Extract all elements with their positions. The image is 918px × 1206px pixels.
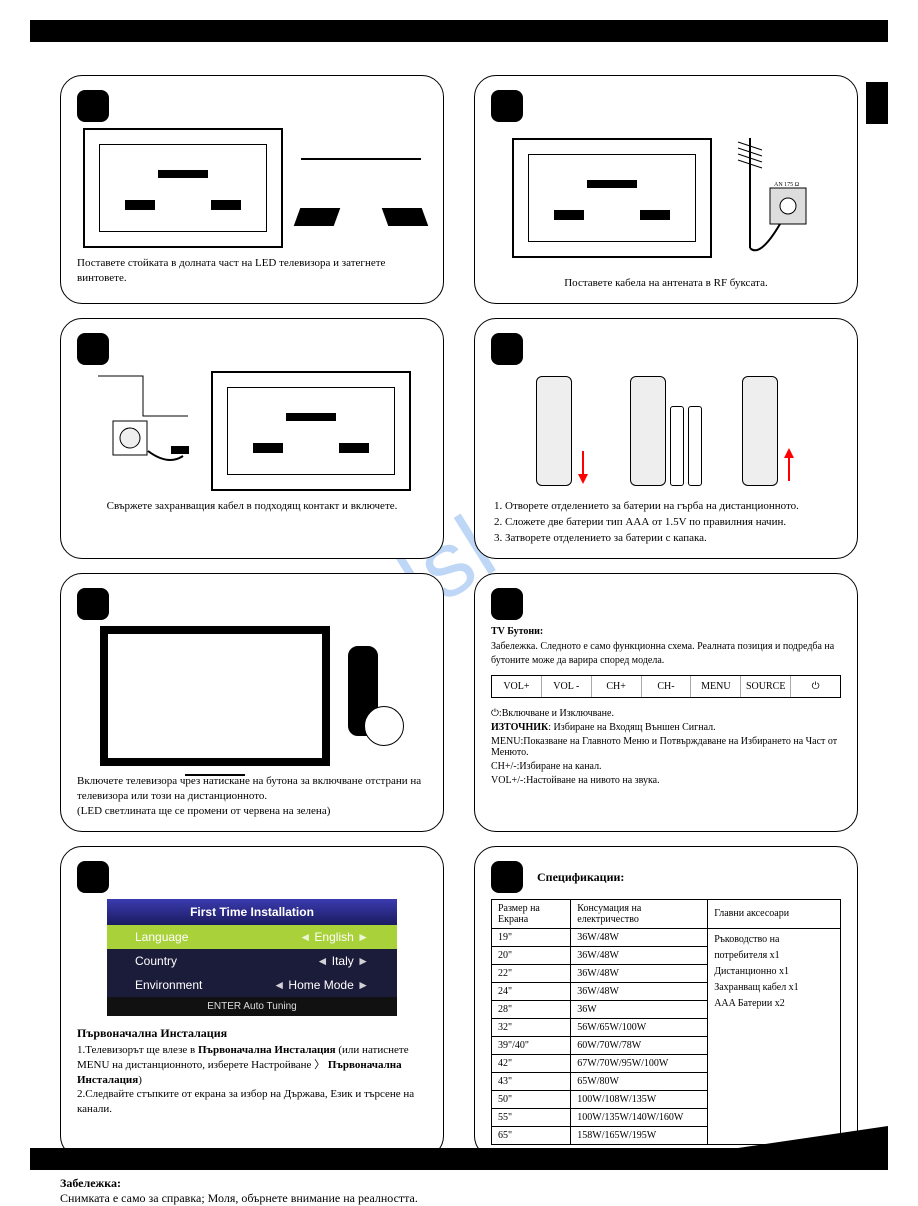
tv-back-icon — [211, 371, 411, 491]
btn-power: ⏻ — [791, 676, 840, 697]
header-tab — [866, 82, 888, 124]
step-badge — [77, 90, 109, 122]
step2: 2.Следвайте стъпките от екрана за избор … — [77, 1087, 427, 1117]
osd-label: Country — [135, 954, 177, 968]
col-acc: Главни аксесоари — [708, 899, 841, 928]
legend-power: ⏻:Включване и Изключване. — [491, 708, 841, 719]
legend-ch: CH+/-:Избиране на канал. — [491, 761, 841, 772]
panel-stand: Поставете стойката в долната част на LED… — [60, 75, 444, 304]
step-badge — [491, 333, 523, 365]
hand-icon — [364, 706, 404, 746]
caption: Поставете стойката в долната част на LED… — [77, 256, 427, 286]
panel-grid: Поставете стойката в долната част на LED… — [60, 75, 858, 1158]
osd-screenshot: First Time Installation Language ◄ Engli… — [107, 899, 397, 1016]
osd-label: Environment — [135, 978, 202, 992]
step-badge — [77, 333, 109, 365]
panel-power: Свържете захранващия кабел в подходящ ко… — [60, 318, 444, 560]
illustration-stand — [77, 128, 427, 248]
spec-title: Спецификации: — [537, 870, 624, 885]
col-size: Размер на Екрана — [492, 899, 571, 928]
step-badge — [491, 861, 523, 893]
panel-tvbuttons: TV Бутони: Забележка. Следното е само фу… — [474, 573, 858, 832]
antenna-label: AN 175 Ω — [774, 182, 800, 188]
antenna-icon: AN 175 Ω — [730, 128, 820, 268]
page-content: Поставете стойката в долната част на LED… — [60, 75, 858, 1108]
caption-line1: Включете телевизора чрез натискане на бу… — [77, 774, 427, 804]
footer-note: Забележка: Снимката е само за справка; М… — [60, 1176, 858, 1206]
legend-source: ИЗТОЧНИКИЗТОЧНИК: Избиране на Входящ Вън… — [491, 722, 841, 733]
tv-front-icon — [100, 626, 330, 766]
osd-row-language: Language ◄ English ► — [107, 925, 397, 949]
list-item: Отворете отделението за батерии на гърба… — [505, 499, 841, 514]
panel-antenna: AN 175 Ω Поставете кабела на антената в … — [474, 75, 858, 304]
illustration-antenna: AN 175 Ω — [491, 128, 841, 268]
illustration-turnon — [77, 626, 427, 766]
step-badge — [77, 588, 109, 620]
battery-steps: Отворете отделението за батерии на гърба… — [491, 499, 841, 546]
panel-turnon: Включете телевизора чрез натискане на бу… — [60, 573, 444, 832]
panel-specs: Спецификации: Размер на Екрана Консумаци… — [474, 846, 858, 1158]
remote-batteries-icon — [630, 376, 702, 486]
bottom-bar — [30, 1148, 888, 1170]
caption: Свържете захранващия кабел в подходящ ко… — [77, 499, 427, 514]
stand-bracket-icon — [301, 158, 421, 218]
table-row: Размер на Екрана Консумация на електриче… — [492, 899, 841, 928]
osd-value: Home Mode — [288, 978, 353, 992]
osd-footer: ENTER Auto Tuning — [107, 997, 397, 1016]
tv-buttons-note: Забележка. Следното е само функционна сх… — [491, 640, 841, 667]
panel-firsttime: First Time Installation Language ◄ Engli… — [60, 846, 444, 1158]
osd-value: English — [314, 930, 353, 944]
btn-source: SOURCE — [741, 676, 791, 697]
btn-menu: MENU — [691, 676, 741, 697]
col-power: Консумация на електричество — [571, 899, 708, 928]
table-row: 19"36W/48W Ръководство на потребителя x1… — [492, 928, 841, 946]
tv-buttons-row: VOL+ VOL - CH+ CH- MENU SOURCE ⏻ — [491, 675, 841, 698]
btn-vol-down: VOL - — [542, 676, 592, 697]
illustration-power — [77, 371, 427, 491]
btn-ch-down: CH- — [642, 676, 692, 697]
btn-vol-up: VOL+ — [492, 676, 542, 697]
remote-back-icon — [536, 376, 590, 486]
tv-back-icon — [512, 138, 712, 258]
step1: 1.Телевизорът ще влезе в Първоначална Ин… — [77, 1043, 427, 1088]
osd-row-country: Country ◄ Italy ► — [107, 949, 397, 973]
illustration-batteries — [491, 371, 841, 491]
legend-vol: VOL+/-:Настойване на нивото на звука. — [491, 775, 841, 786]
tv-back-icon — [83, 128, 283, 248]
remote-closed-icon — [742, 376, 796, 486]
step-badge — [491, 90, 523, 122]
accessories-cell: Ръководство на потребителя x1 Дистанцион… — [708, 928, 841, 1144]
step-badge — [491, 588, 523, 620]
legend-menu: MENU:Показване на Главното Меню и Потвър… — [491, 736, 841, 758]
footer-note-text: Снимката е само за справка; Моля, обърне… — [60, 1191, 418, 1205]
osd-value: Italy — [332, 954, 354, 968]
caption-line2: (LED светлината ще се промени от червена… — [77, 804, 427, 819]
osd-title: First Time Installation — [107, 899, 397, 925]
wall-socket-icon — [93, 371, 193, 491]
tv-buttons-title: TV Бутони: — [491, 626, 841, 637]
step-badge — [77, 861, 109, 893]
top-bar — [30, 20, 888, 42]
btn-ch-up: CH+ — [592, 676, 642, 697]
spec-table: Размер на Екрана Консумация на електриче… — [491, 899, 841, 1145]
osd-label: Language — [135, 930, 188, 944]
osd-row-env: Environment ◄ Home Mode ► — [107, 973, 397, 997]
list-item: Затворете отделението за батерии с капак… — [505, 531, 841, 546]
panel-batteries: Отворете отделението за батерии на гърба… — [474, 318, 858, 560]
caption: Поставете кабела на антената в RF буксат… — [491, 276, 841, 291]
list-item: Сложете две батерии тип ААА от 1.5V по п… — [505, 515, 841, 530]
section-title: Първоначална Инсталация — [77, 1026, 427, 1041]
